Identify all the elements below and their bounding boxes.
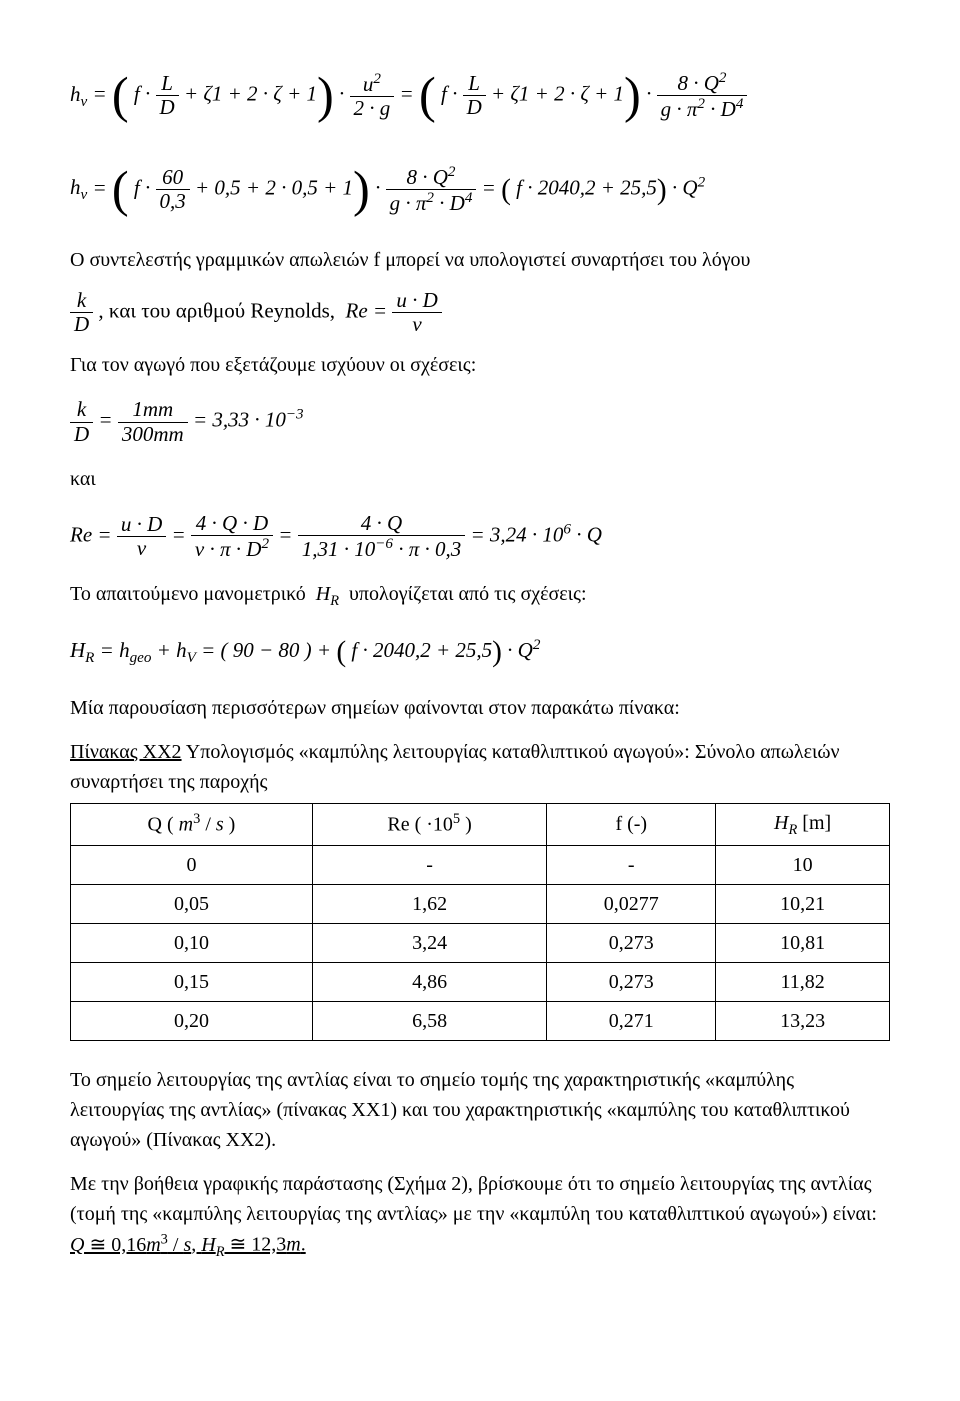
cell: 0,20 bbox=[71, 1002, 313, 1041]
table-row: 0 - - 10 bbox=[71, 846, 890, 885]
cell: 0,15 bbox=[71, 963, 313, 1002]
cell: 0,10 bbox=[71, 924, 313, 963]
paragraph-friction-factor: Ο συντελεστής γραμμικών απωλειών f μπορε… bbox=[70, 245, 890, 275]
cell: 10 bbox=[716, 846, 890, 885]
cell: 13,23 bbox=[716, 1002, 890, 1041]
paragraph-operating-point: Το σημείο λειτουργίας της αντλίας είναι … bbox=[70, 1065, 890, 1155]
table-caption-text: Υπολογισμός «καμπύλης λειτουργίας καταθλ… bbox=[70, 741, 840, 793]
text-p3a: Το απαιτούμενο μανομετρικό bbox=[70, 583, 306, 605]
col-f: f (-) bbox=[547, 803, 716, 846]
equation-kd-re-inline: kD , και του αριθμού Reynolds, Re = u · … bbox=[70, 289, 890, 336]
cell: 10,21 bbox=[716, 885, 890, 924]
table-row: 0,10 3,24 0,273 10,81 bbox=[71, 924, 890, 963]
equation-hv-2: hv = ( f · 600,3 + 0,5 + 2 · 0,5 + 1) · … bbox=[70, 152, 890, 228]
cell: 10,81 bbox=[716, 924, 890, 963]
text-p1: Ο συντελεστής γραμμικών απωλειών f μπορε… bbox=[70, 249, 750, 271]
cell: 0,0277 bbox=[547, 885, 716, 924]
col-re: Re ( ·105 ) bbox=[312, 803, 546, 846]
cell: 4,86 bbox=[312, 963, 546, 1002]
result-dot: . bbox=[301, 1234, 306, 1256]
text-p3b: υπολογίζεται από τις σχέσεις: bbox=[349, 583, 587, 605]
text-kai: και bbox=[70, 464, 890, 494]
table-caption: Πίνακας ΧΧ2 Υπολογισμός «καμπύλης λειτου… bbox=[70, 737, 890, 797]
cell: 11,82 bbox=[716, 963, 890, 1002]
result-q: Q ≅ 0,16m3 / s bbox=[70, 1234, 191, 1256]
cell: 0,05 bbox=[71, 885, 313, 924]
cell: 1,62 bbox=[312, 885, 546, 924]
cell: 6,58 bbox=[312, 1002, 546, 1041]
equation-reynolds: Re = u · Dν = 4 · Q · Dν · π · D2 = 4 · … bbox=[70, 512, 890, 561]
col-hr: HR [m] bbox=[716, 803, 890, 846]
cell: - bbox=[547, 846, 716, 885]
paragraph-manometric: Το απαιτούμενο μανομετρικό HR υπολογίζετ… bbox=[70, 579, 890, 613]
equation-hr: HR = hgeo + hV = ( 90 − 80 ) + ( f · 204… bbox=[70, 630, 890, 674]
equation-hv-1: hv = ( f · LD + ζ1 + 2 · ζ + 1) · u22 · … bbox=[70, 58, 890, 134]
paragraph-table-intro: Μία παρουσίαση περισσότερων σημείων φαίν… bbox=[70, 693, 890, 723]
result-comma: , bbox=[191, 1234, 201, 1256]
cell: 0,273 bbox=[547, 963, 716, 1002]
cell: - bbox=[312, 846, 546, 885]
table-row: 0,20 6,58 0,271 13,23 bbox=[71, 1002, 890, 1041]
table-row: 0,15 4,86 0,273 11,82 bbox=[71, 963, 890, 1002]
table-pipe-curve: Q ( m3 / s ) Re ( ·105 ) f (-) HR [m] 0 … bbox=[70, 803, 890, 1042]
table-caption-label: Πίνακας ΧΧ2 bbox=[70, 741, 182, 763]
text-p6a: Με την βοήθεια γραφικής παράστασης (Σχήμ… bbox=[70, 1173, 877, 1225]
cell: 3,24 bbox=[312, 924, 546, 963]
col-q: Q ( m3 / s ) bbox=[71, 803, 313, 846]
table-header-row: Q ( m3 / s ) Re ( ·105 ) f (-) HR [m] bbox=[71, 803, 890, 846]
result-hr: HR ≅ 12,3m bbox=[201, 1234, 300, 1256]
equation-k-over-d: kD = 1mm300mm = 3,33 · 10−3 bbox=[70, 398, 890, 445]
cell: 0,273 bbox=[547, 924, 716, 963]
paragraph-pipe-relations: Για τον αγωγό που εξετάζουμε ισχύουν οι … bbox=[70, 350, 890, 380]
text-p1b: , και του αριθμού Reynolds, bbox=[98, 299, 335, 323]
cell: 0,271 bbox=[547, 1002, 716, 1041]
cell: 0 bbox=[71, 846, 313, 885]
paragraph-result: Με την βοήθεια γραφικής παράστασης (Σχήμ… bbox=[70, 1169, 890, 1263]
table-row: 0,05 1,62 0,0277 10,21 bbox=[71, 885, 890, 924]
